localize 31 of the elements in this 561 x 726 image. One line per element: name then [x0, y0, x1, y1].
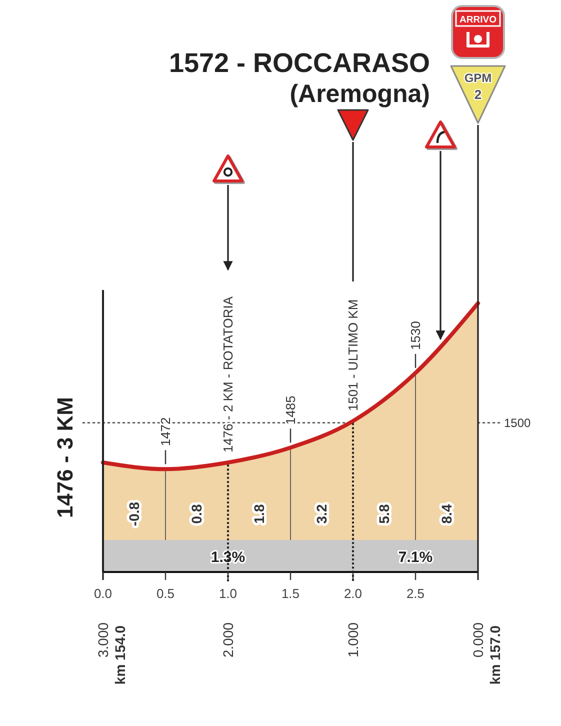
ref-line-label: 1501 - ULTIMO KM	[346, 299, 361, 412]
chart-title: 1572 - ROCCARASO	[168, 48, 430, 78]
x-tick-label: 0.5	[156, 586, 175, 601]
annotation: 3.2	[314, 504, 330, 524]
ref-line-label: 1500	[504, 416, 532, 430]
x-tick-label: 1.5	[281, 586, 300, 601]
annotation: 1.8	[251, 504, 268, 524]
annotation: 0.8	[188, 504, 205, 524]
data-label: 1485	[283, 396, 298, 425]
x2-tick-label: 1.000	[344, 622, 361, 658]
data-label: 1530	[408, 321, 424, 350]
ref-line-label: 1476 - 2 KM - ROTATORIA	[220, 296, 236, 453]
band-label: 1.3%	[210, 549, 246, 566]
data-label: 1476 - 3 KM	[52, 396, 78, 518]
data-label: 1472	[158, 417, 174, 446]
annotation: 5.8	[376, 504, 392, 524]
x2-tick-label: 0.000	[470, 622, 486, 658]
text: km 154.0	[112, 625, 128, 685]
finish-sign-icon: ARRIVO	[451, 5, 505, 59]
x-tick-label: 2.0	[344, 586, 362, 601]
x2-tick-label: 3.000	[94, 622, 111, 658]
annotation: -0.8	[126, 502, 142, 526]
x2-tick-label: 2.000	[220, 622, 236, 658]
x-tick-label: 0.0	[94, 586, 112, 601]
annotation: 8.4	[438, 504, 455, 524]
chart-subtitle: (Aremogna)	[290, 80, 430, 108]
band-label: 7.1%	[398, 549, 433, 566]
x-tick-label: 1.0	[218, 586, 238, 601]
triangle-sign-icon: GPM 2	[450, 65, 506, 124]
x-tick-label: 2.5	[406, 586, 425, 601]
text: km 157.0	[486, 625, 503, 685]
